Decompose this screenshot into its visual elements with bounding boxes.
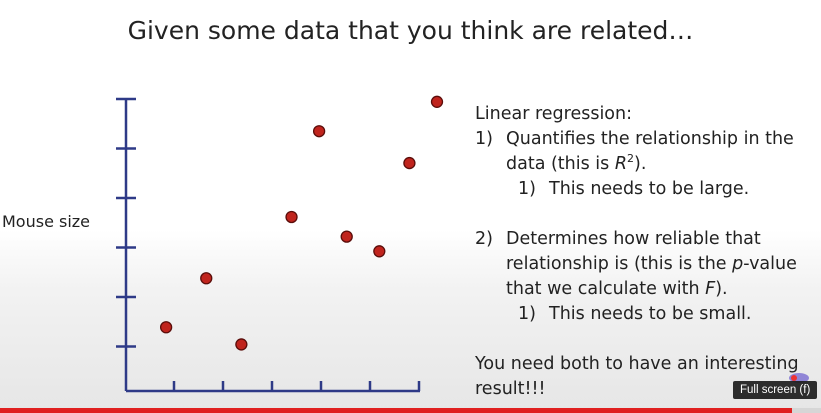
item1-line-b: data (this is R2).: [506, 152, 646, 177]
data-point: [285, 210, 298, 224]
item2-line-a: Determines how reliable that: [506, 229, 761, 249]
plot-axes: [116, 97, 421, 393]
item1-number: 1): [475, 129, 493, 149]
data-point: [235, 338, 248, 351]
conclusion-line-b: result!!!: [475, 379, 546, 399]
data-point: [340, 230, 353, 243]
sub1-number: 1): [518, 179, 536, 199]
data-point: [200, 272, 213, 285]
data-point: [159, 321, 173, 334]
y-axis-label: Mouse size: [2, 212, 91, 231]
data-point: [312, 125, 326, 138]
item1-line-a: Quantifies the relationship in the: [506, 129, 794, 149]
r-superscript: 2: [627, 152, 635, 165]
sub2-number: 1): [518, 304, 536, 324]
item2-number: 2): [475, 229, 493, 249]
sub1-text: This needs to be large.: [549, 179, 750, 199]
item2-line-c-pre: that we calculate with: [506, 279, 706, 299]
item2-line-c: that we calculate with F).: [506, 277, 728, 302]
video-progress-fill: [0, 408, 793, 413]
item1-line-b-post: ).: [634, 154, 647, 174]
item1-line-b-pre: data (this is: [506, 154, 615, 174]
data-point: [373, 245, 386, 258]
item2-line-b: relationship is (this is the p-value: [506, 252, 797, 277]
presenter-logo-icon: [789, 373, 809, 383]
regression-heading: Linear regression:: [475, 104, 633, 124]
r-variable: R: [614, 154, 628, 174]
item2-line-b-pre: relationship is (this is the: [506, 254, 733, 274]
fullscreen-tooltip: Full screen (f): [733, 381, 818, 399]
conclusion-line-a: You need both to have an interesting: [475, 354, 799, 374]
slide-title: Given some data that you think are relat…: [127, 16, 694, 45]
video-progress-bar[interactable]: [0, 408, 821, 413]
sub2-text: This needs to be small.: [549, 304, 752, 324]
data-points: [159, 95, 444, 351]
data-point: [430, 95, 444, 108]
p-variable: p: [732, 254, 744, 274]
item2-line-c-post: ).: [715, 279, 728, 299]
item2-line-b-post: -value: [743, 254, 797, 274]
data-point: [403, 156, 416, 170]
f-variable: F: [705, 279, 716, 299]
